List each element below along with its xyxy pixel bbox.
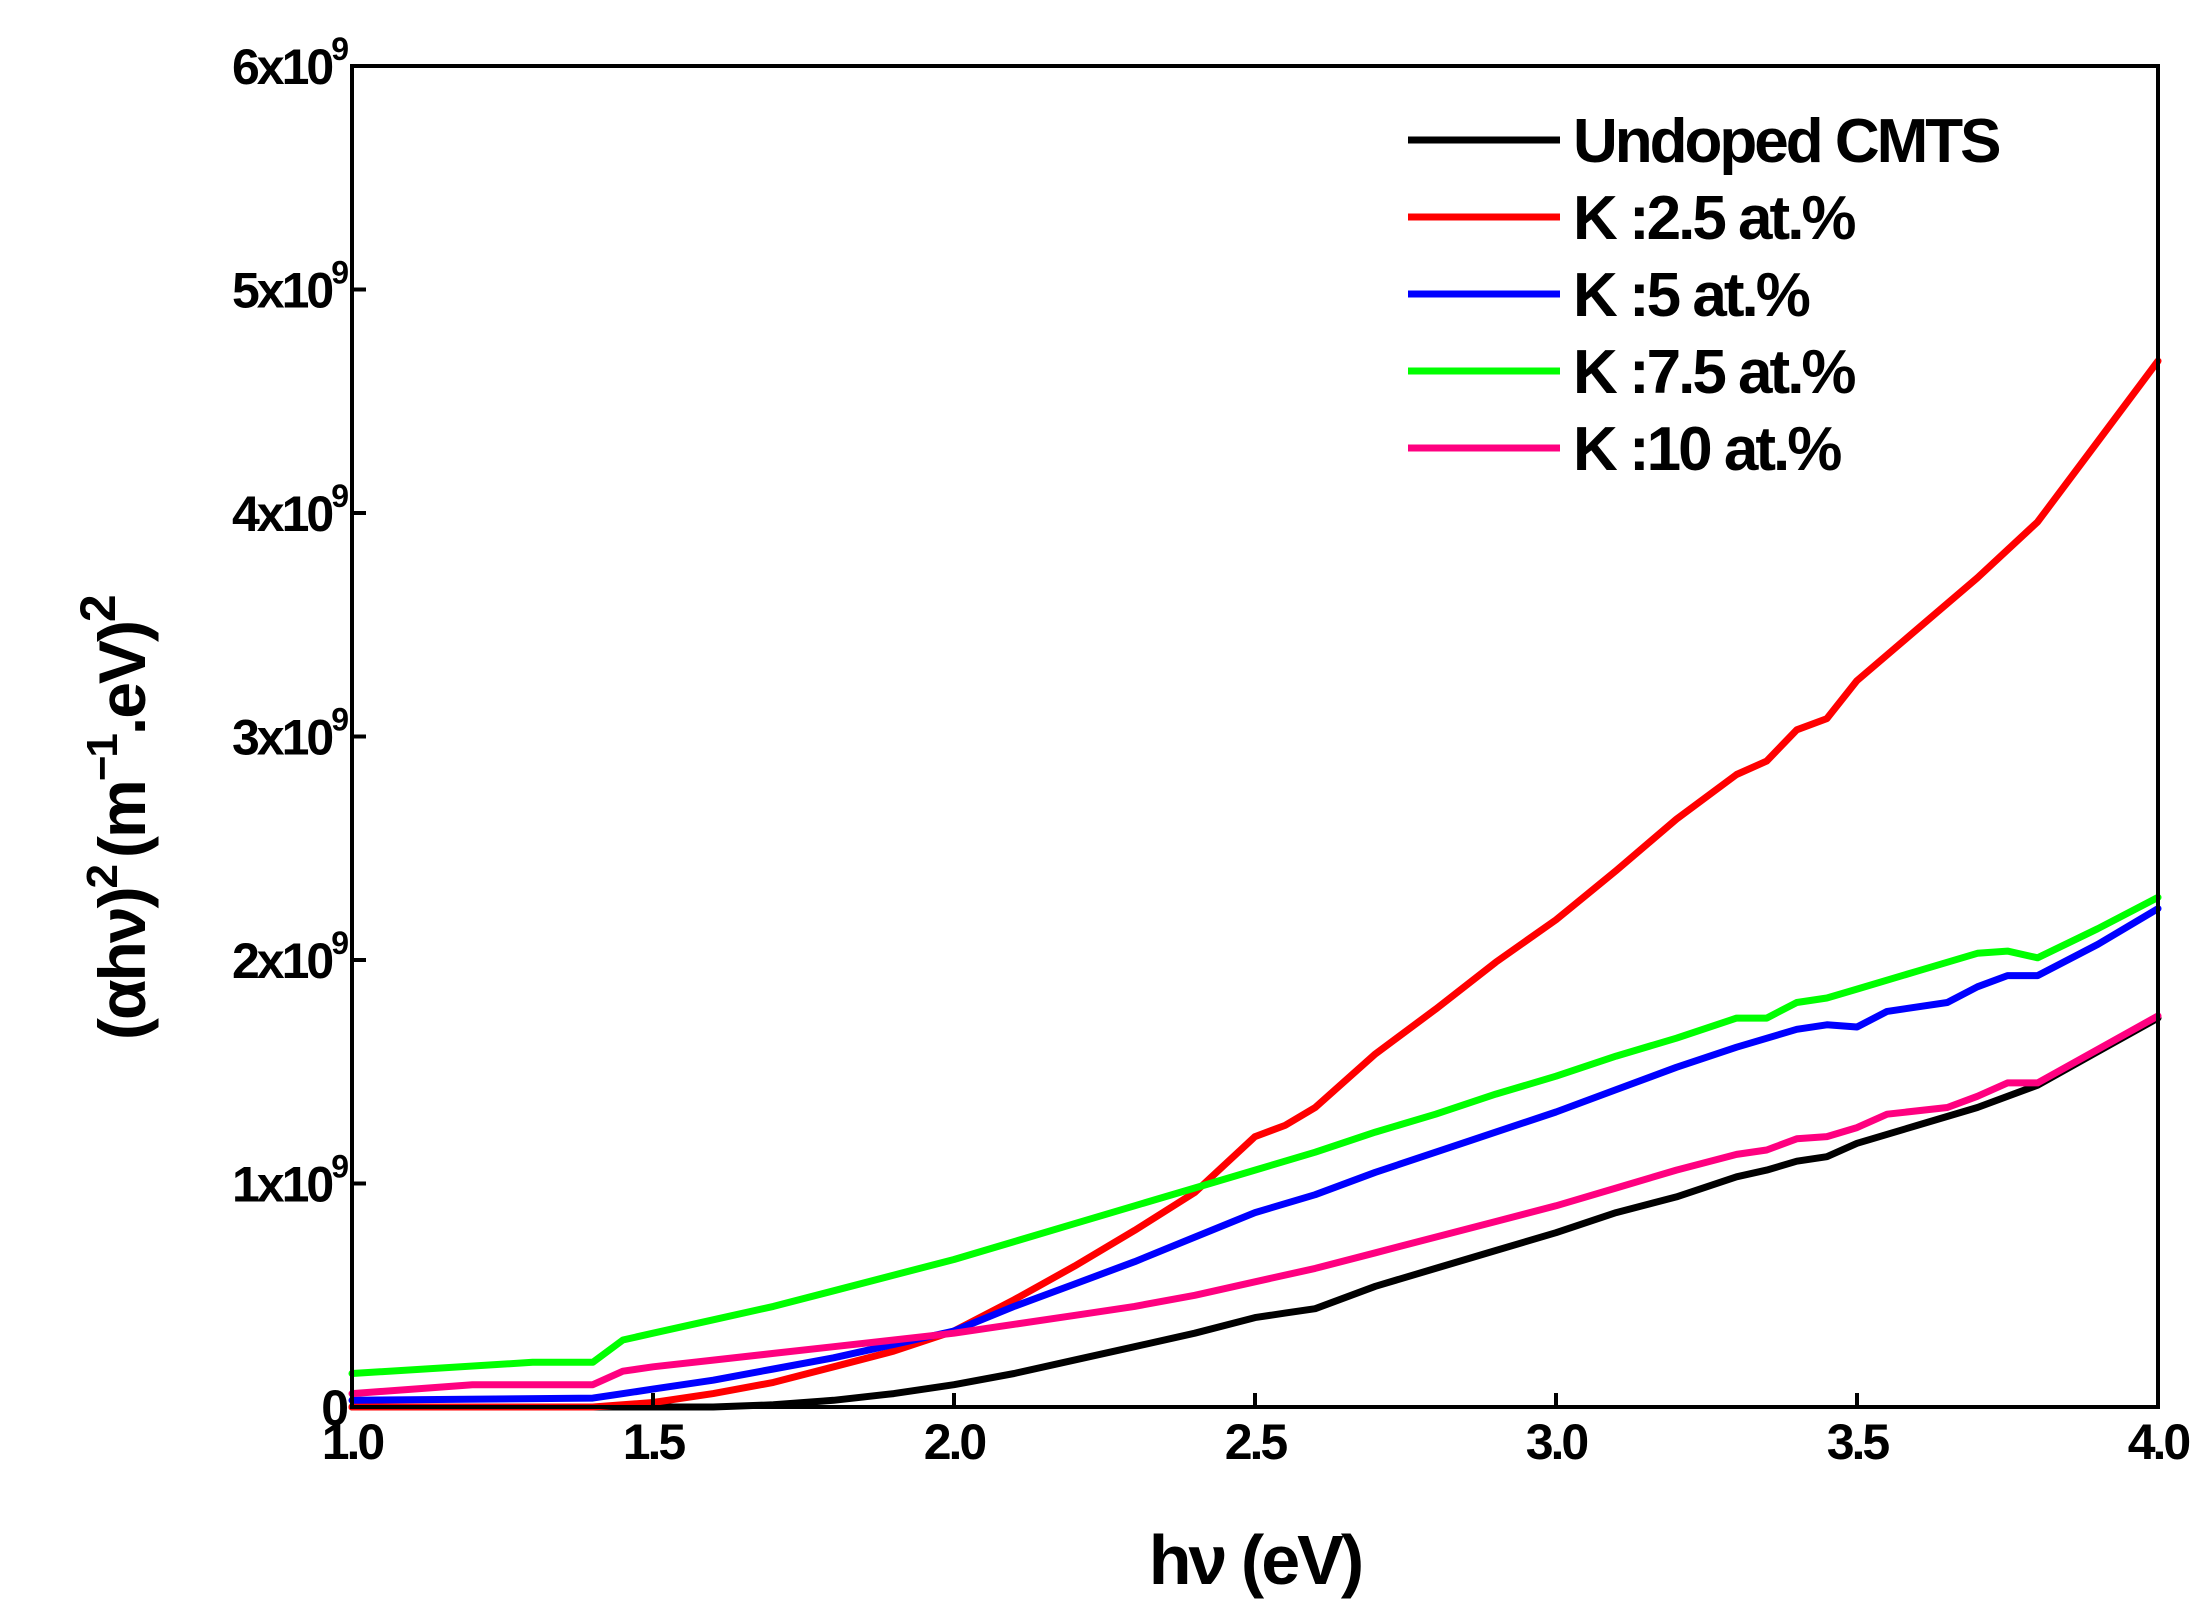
x-axis-title: hν (eV) <box>1149 1521 1361 1599</box>
x-tick-label: 1.0 <box>322 1414 384 1470</box>
series-line-5 <box>348 1012 2162 1398</box>
y-tick-label: 5x109 <box>232 255 348 319</box>
y-tick-label: 0 <box>321 1380 347 1436</box>
y-tick-label: 1x109 <box>232 1149 348 1213</box>
legend-item: K :5 at.% <box>1408 261 1813 330</box>
y-tick-label: 4x109 <box>232 478 348 542</box>
y-axis-title: (αhν)2(m−1.eV)2 <box>70 596 159 1040</box>
x-tick-label: 2.0 <box>924 1414 986 1470</box>
series-line-2 <box>348 357 2162 1411</box>
legend-item: K :2.5 at.% <box>1408 184 1858 253</box>
legend-label: Undoped CMTS <box>1573 107 1999 176</box>
y-tick-label: 6x109 <box>232 31 348 95</box>
x-tick-label: 4.0 <box>2128 1414 2190 1470</box>
y-tick-label: 3x109 <box>232 702 348 766</box>
legend: Undoped CMTS K :2.5 at.% K :5 at.% K :7.5 a… <box>1408 107 2002 484</box>
legend-item: K :7.5 at.% <box>1408 338 1858 407</box>
x-axis: 1.0 1.5 2.0 2.5 3.0 3.5 4.0 <box>322 1393 2192 1470</box>
legend-item: Undoped CMTS <box>1408 107 2002 176</box>
legend-label: K :10 at.% <box>1573 415 1841 484</box>
svg-text:(αhν)2(m−1.eV)2: (αhν)2(m−1.eV)2 <box>70 596 159 1040</box>
plot-lines <box>348 357 2162 1411</box>
legend-label: K :2.5 at.% <box>1573 184 1855 253</box>
y-tick-label: 2x109 <box>232 925 348 989</box>
legend-label: K :5 at.% <box>1573 261 1810 330</box>
legend-label: K :7.5 at.% <box>1573 338 1855 407</box>
legend-item: K :10 at.% <box>1408 415 1844 484</box>
y-axis: 0 1x109 2x109 3x109 4x109 5x109 6x109 <box>232 31 366 1436</box>
x-tick-label: 2.5 <box>1225 1414 1288 1470</box>
series-line-4 <box>348 893 2162 1377</box>
x-tick-label: 3.5 <box>1827 1414 1890 1470</box>
plot-frame <box>350 64 2160 1409</box>
x-tick-label: 3.0 <box>1526 1414 1588 1470</box>
x-tick-label: 1.5 <box>623 1414 686 1470</box>
series-line-1 <box>348 1014 2162 1411</box>
series-line-3 <box>348 905 2162 1404</box>
